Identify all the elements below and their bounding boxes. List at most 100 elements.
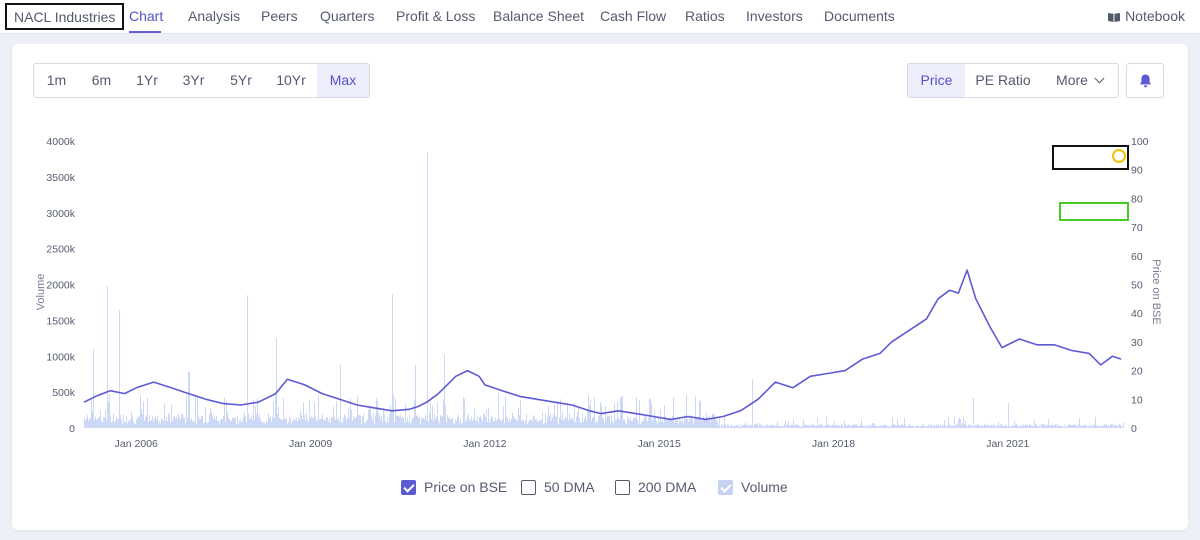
volume-bar — [617, 402, 618, 428]
volume-bar — [776, 425, 777, 428]
volume-bar — [429, 413, 430, 428]
volume-bar — [194, 422, 195, 428]
volume-bar — [878, 426, 879, 428]
metric-pe-ratio-button[interactable]: PE Ratio — [975, 72, 1031, 88]
volume-bar — [860, 424, 861, 428]
volume-bar — [792, 425, 793, 428]
notebook-link[interactable]: Notebook — [1108, 8, 1185, 24]
volume-bar — [979, 425, 980, 428]
range-max-button[interactable]: Max — [317, 64, 369, 97]
volume-bar — [201, 415, 202, 428]
volume-bar — [374, 424, 375, 428]
tab-cash-flow[interactable]: Cash Flow — [600, 8, 667, 24]
volume-bar — [362, 416, 363, 428]
volume-bar — [545, 413, 546, 428]
left-tick-label: 1000k — [46, 351, 75, 363]
checkbox-volume[interactable] — [718, 479, 733, 495]
volume-bar — [323, 420, 324, 428]
volume-bar — [620, 398, 621, 428]
volume-bar — [627, 416, 628, 428]
volume-bar — [780, 426, 781, 428]
alert-button[interactable] — [1126, 63, 1164, 98]
volume-bar — [567, 402, 568, 428]
range-10yr-button[interactable]: 10Yr — [276, 72, 306, 88]
volume-bar — [569, 413, 570, 428]
tab-chart[interactable]: Chart — [129, 8, 164, 24]
volume-bar — [234, 418, 235, 428]
volume-bar — [783, 426, 784, 428]
volume-bar — [702, 418, 703, 428]
right-tick-label: 70 — [1131, 222, 1143, 234]
volume-bar — [959, 417, 960, 428]
range-5yr-button[interactable]: 5Yr — [230, 72, 252, 88]
tab-investors[interactable]: Investors — [746, 8, 803, 24]
volume-bar — [99, 417, 100, 428]
range-6m-button[interactable]: 6m — [91, 72, 112, 88]
volume-bar — [342, 422, 343, 428]
tab-documents[interactable]: Documents — [824, 8, 895, 24]
legend-volume[interactable]: Volume — [718, 477, 788, 497]
volume-bar — [451, 419, 452, 428]
volume-bar — [448, 418, 449, 428]
volume-bar — [188, 372, 189, 428]
volume-bar — [568, 420, 569, 428]
volume-bar — [1009, 426, 1010, 428]
volume-bar — [575, 422, 576, 428]
volume-bar — [350, 398, 351, 428]
volume-bar — [1073, 424, 1074, 428]
volume-bar — [731, 424, 732, 428]
volume-bar — [395, 398, 396, 428]
metric-more-dropdown[interactable]: More — [1041, 64, 1118, 97]
volume-bar — [796, 424, 797, 428]
volume-bar — [470, 420, 471, 428]
volume-bar — [214, 416, 215, 428]
volume-bar — [1085, 424, 1086, 428]
legend-price-on-bse[interactable]: Price on BSE — [401, 477, 507, 497]
volume-bar — [404, 422, 405, 428]
volume-bar — [1060, 425, 1061, 428]
range-3yr-button[interactable]: 3Yr — [182, 72, 205, 88]
legend-200-dma[interactable]: 200 DMA — [615, 477, 696, 497]
checkbox-50-dma[interactable] — [521, 479, 536, 495]
volume-bar — [1041, 424, 1042, 428]
volume-bar — [452, 417, 453, 428]
volume-bar — [739, 424, 740, 428]
volume-bar — [378, 413, 379, 428]
volume-bar — [1018, 426, 1019, 428]
tab-balance-sheet[interactable]: Balance Sheet — [493, 8, 585, 24]
range-1yr-button[interactable]: 1Yr — [136, 72, 158, 88]
volume-bar — [602, 417, 603, 428]
checkbox-200-dma[interactable] — [615, 479, 630, 495]
volume-bar — [241, 422, 242, 428]
tab-peers[interactable]: Peers — [261, 8, 298, 24]
tab-ratios[interactable]: Ratios — [685, 8, 725, 24]
volume-bar — [1003, 426, 1004, 428]
volume-bar — [720, 426, 721, 428]
volume-bar — [685, 419, 686, 428]
volume-bar — [522, 420, 523, 428]
volume-bar — [558, 423, 559, 428]
tab-quarters[interactable]: Quarters — [320, 8, 375, 24]
volume-bar — [1006, 426, 1007, 428]
tab-profit-loss[interactable]: Profit & Loss — [396, 8, 476, 24]
company-name[interactable]: NACL Industries — [5, 3, 125, 30]
tab-analysis[interactable]: Analysis — [188, 8, 241, 24]
volume-bar — [944, 420, 945, 428]
metric-price-button[interactable]: Price — [908, 64, 965, 97]
volume-bar — [130, 419, 131, 428]
volume-bar — [1105, 425, 1106, 428]
volume-bar — [1000, 424, 1001, 428]
volume-bar — [1083, 425, 1084, 428]
range-1m-button[interactable]: 1m — [46, 72, 67, 88]
volume-bar — [821, 424, 822, 428]
volume-bar — [432, 405, 433, 428]
volume-bar — [338, 417, 339, 428]
legend-50-dma[interactable]: 50 DMA — [521, 477, 595, 497]
volume-bar — [230, 421, 231, 428]
price-volume-chart[interactable]: 0 500k 1000k 1500k 2000k 2500k 3000k 3500k 4000k… — [12, 44, 1188, 454]
checkbox-price-on-bse[interactable] — [401, 479, 416, 495]
volume-bar — [396, 415, 397, 428]
volume-bar — [1015, 424, 1016, 428]
volume-bar — [198, 415, 199, 428]
volume-bar — [805, 424, 806, 428]
